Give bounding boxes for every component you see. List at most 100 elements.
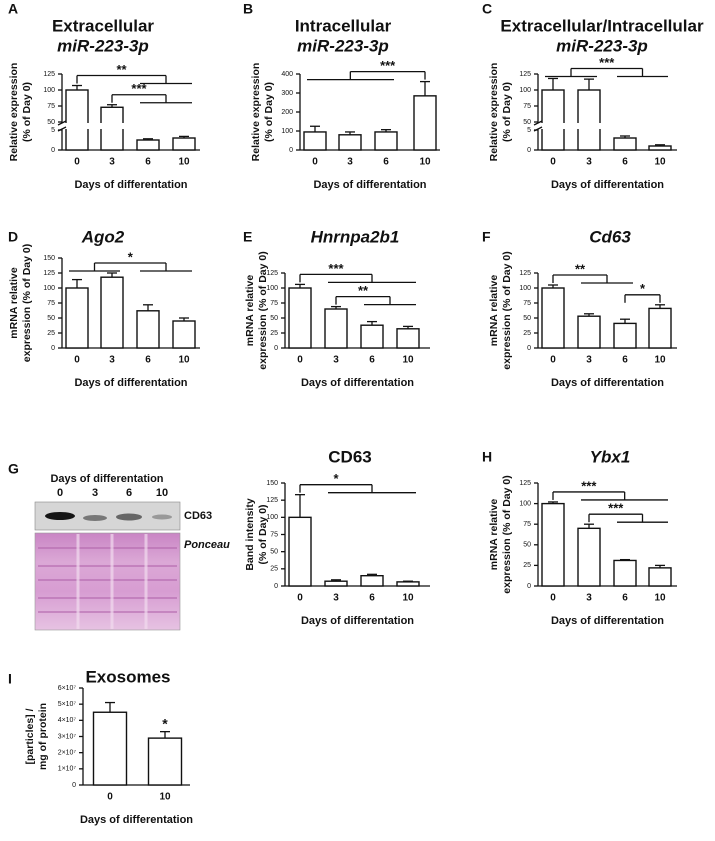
y-tick-label: 75: [523, 300, 531, 307]
y-tick-label: 100: [266, 285, 278, 292]
y-tick-label: 50: [270, 549, 278, 556]
x-axis-label: Days of differentation: [551, 615, 664, 627]
bar: [360, 324, 384, 349]
y-tick-label: 125: [43, 270, 55, 277]
y-axis-label: expression (% of Day 0): [501, 475, 513, 593]
y-tick-label: 3×10⁷: [58, 733, 77, 740]
lane-label: 6: [126, 487, 132, 499]
y-axis-label: [particles] /: [24, 708, 36, 764]
y-axis-label: mRNA relative: [8, 267, 20, 339]
chart-title: Extracellular/Intracellular: [500, 16, 704, 35]
break-mark: [57, 126, 67, 132]
y-tick-label: 100: [43, 285, 55, 292]
band: [116, 513, 142, 521]
y-tick-label: 50: [47, 119, 55, 126]
y-tick-label: 100: [519, 500, 531, 507]
x-tick-label: 0: [107, 792, 113, 803]
x-tick-label: 3: [586, 593, 592, 604]
x-axis-label: Days of differentation: [551, 377, 664, 389]
y-tick-label: 0: [527, 345, 531, 352]
significance: ***: [599, 55, 615, 70]
x-tick-label: 0: [74, 355, 80, 366]
x-tick-label: 6: [369, 355, 375, 366]
break-mark: [533, 120, 543, 126]
panel-letter: H: [482, 449, 492, 465]
y-tick-label: 300: [281, 90, 293, 97]
x-axis-label: Days of differentation: [301, 377, 414, 389]
x-tick-label: 3: [347, 157, 353, 168]
chart-title: Intracellular: [295, 16, 392, 35]
x-tick-label: 6: [369, 593, 375, 604]
bar: [648, 567, 672, 587]
y-axis-label: mRNA relative: [488, 499, 500, 571]
y-axis-label: (% of Day 0): [501, 82, 513, 142]
bar: [613, 137, 637, 151]
significance: ***: [328, 261, 344, 276]
bar: [374, 131, 398, 151]
significance: **: [116, 62, 127, 77]
x-tick-label: 6: [622, 355, 628, 366]
x-tick-label: 3: [333, 355, 339, 366]
x-tick-label: 0: [297, 355, 303, 366]
y-tick-label: 0: [51, 345, 55, 352]
chart-title: Exosomes: [85, 667, 170, 686]
y-axis-label: mg of protein: [37, 703, 49, 770]
y-axis-label: Band intensity: [244, 498, 256, 571]
western-blot: G Days of differentation 0 3 6 10 CD63 P…: [8, 461, 230, 631]
y-tick-label: 0: [72, 782, 76, 789]
x-tick-label: 6: [145, 157, 151, 168]
bar: [577, 89, 601, 151]
x-tick-label: 0: [312, 157, 318, 168]
x-tick-label: 6: [145, 355, 151, 366]
x-axis-label: Days of differentation: [80, 814, 193, 826]
y-tick-label: 125: [266, 497, 278, 504]
x-axis-label: Days of differentation: [301, 615, 414, 627]
panel-letter: G: [8, 461, 19, 477]
y-tick-label: 0: [527, 583, 531, 590]
chart-title: Ybx1: [590, 447, 631, 466]
y-tick-label: 50: [47, 315, 55, 322]
significance: *: [128, 249, 134, 264]
chart-title: Hnrnpa2b1: [311, 227, 400, 246]
bar: [338, 134, 362, 151]
chart-subtitle: miR-223-3p: [297, 36, 389, 55]
y-tick-label: 100: [519, 285, 531, 292]
bar: [577, 527, 601, 587]
y-tick-label: 75: [47, 300, 55, 307]
y-axis-label: expression (% of Day 0): [257, 251, 269, 369]
chart-title: CD63: [328, 447, 371, 466]
x-tick-label: 3: [586, 355, 592, 366]
y-axis-label: expression (% of Day 0): [501, 251, 513, 369]
x-tick-label: 10: [402, 355, 414, 366]
y-tick-label: 1×10⁷: [58, 766, 77, 773]
bar: [288, 516, 312, 587]
x-tick-label: 3: [109, 157, 115, 168]
bar: [65, 89, 89, 151]
lane-label: 3: [92, 487, 98, 499]
y-tick-label: 50: [523, 315, 531, 322]
y-tick-label: 4×10⁷: [58, 717, 77, 724]
bar: [613, 559, 637, 587]
y-tick-label: 125: [519, 480, 531, 487]
x-tick-label: 6: [622, 157, 628, 168]
y-tick-label: 100: [266, 514, 278, 521]
y-axis-label: Relative expression: [488, 63, 500, 162]
y-tick-label: 100: [519, 87, 531, 94]
bar: [360, 575, 384, 587]
significance: ***: [581, 478, 597, 493]
bar: [288, 287, 312, 349]
break-mark: [57, 120, 67, 126]
y-tick-label: 125: [519, 270, 531, 277]
band-label: CD63: [184, 510, 212, 522]
y-tick-label: 400: [281, 71, 293, 78]
bar: [396, 581, 420, 587]
panel-letter: F: [482, 229, 491, 245]
y-tick-label: 125: [266, 270, 278, 277]
significance: *: [333, 471, 339, 486]
panel-letter: B: [243, 1, 253, 17]
x-tick-label: 3: [586, 157, 592, 168]
y-tick-label: 25: [523, 562, 531, 569]
x-tick-label: 0: [74, 157, 80, 168]
stain-label: Ponceau: [184, 539, 230, 551]
